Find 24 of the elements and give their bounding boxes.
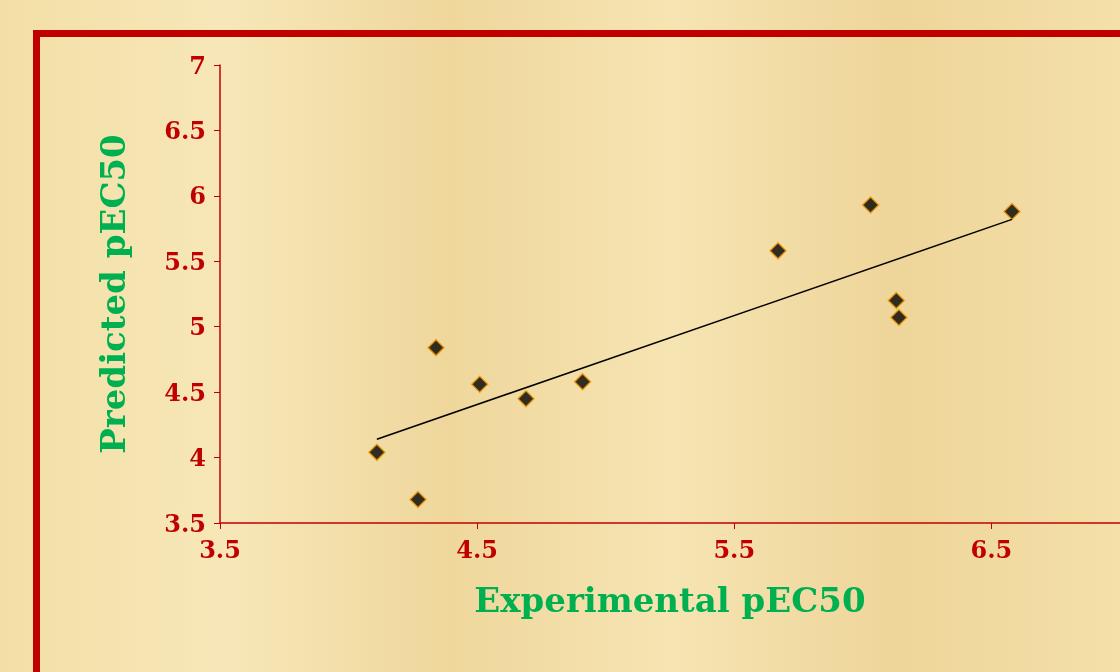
y-tick-label: 5 — [189, 312, 206, 342]
point — [409, 490, 427, 509]
y-tick-label: 4.5 — [164, 377, 206, 407]
y-tick-label: 5.5 — [164, 246, 206, 276]
point — [890, 308, 908, 327]
y-tick-label: 6.5 — [164, 115, 206, 145]
point — [368, 443, 386, 462]
y-tick-label: 3.5 — [164, 508, 206, 538]
point — [517, 389, 535, 408]
y-tick-label: 6 — [189, 181, 206, 211]
point — [573, 372, 592, 391]
y-tick-label: 4 — [189, 443, 206, 473]
x-axis-title: Experimental pEC50 — [474, 580, 866, 620]
point — [861, 196, 880, 214]
y-axis-title: Predicted pEC50 — [93, 134, 133, 454]
x-tick-label: 5.5 — [713, 534, 756, 564]
point — [887, 291, 906, 310]
x-tick-label: 4.5 — [456, 534, 499, 564]
point — [769, 242, 787, 260]
point — [427, 338, 445, 357]
x-tick-label: 6.5 — [970, 534, 1013, 564]
point — [470, 375, 489, 394]
point — [1003, 202, 1021, 221]
y-tick-label: 7 — [189, 50, 206, 80]
